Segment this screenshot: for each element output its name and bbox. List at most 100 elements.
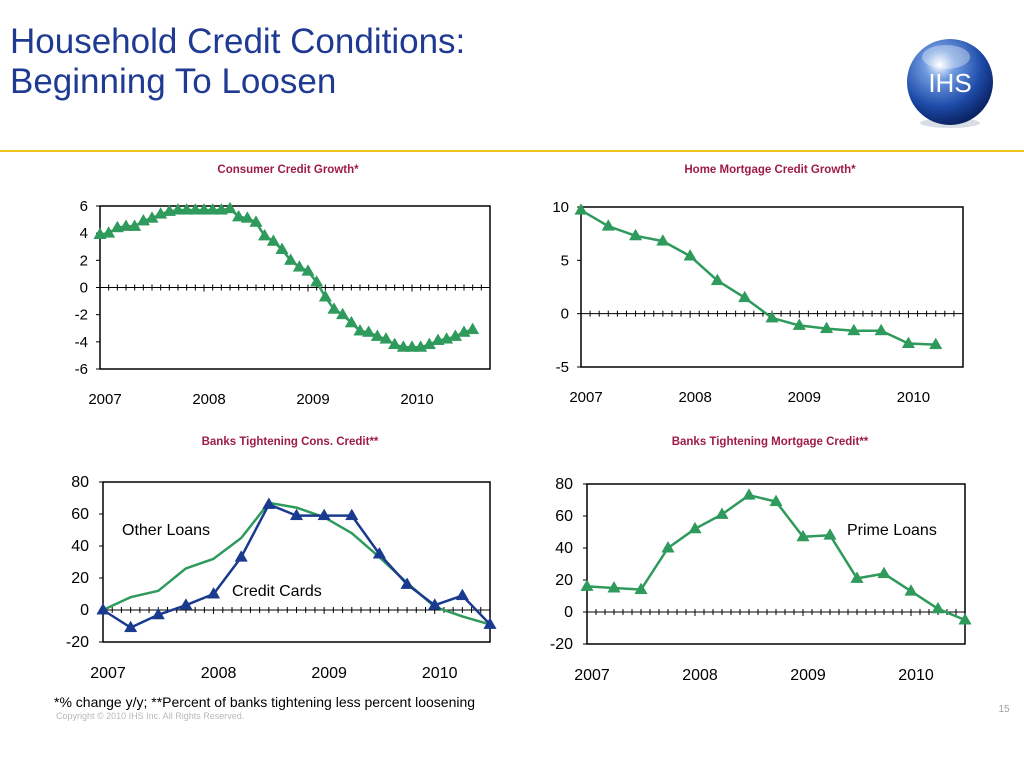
data-point [742, 488, 756, 500]
data-point [929, 337, 943, 350]
chart-title-banks-cons-credit: Banks Tightening Cons. Credit** [201, 436, 379, 448]
slide-title: Household Credit Conditions: Beginning T… [10, 22, 465, 102]
data-point [580, 579, 594, 591]
x-tick-label: 2009 [790, 667, 826, 684]
data-point [710, 273, 725, 286]
data-point [370, 329, 384, 341]
data-point [574, 203, 588, 215]
y-tick-label: 60 [71, 506, 89, 523]
data-point [362, 325, 376, 337]
data-point [823, 528, 837, 540]
x-tick-label: 2010 [898, 667, 934, 684]
data-point [206, 586, 221, 599]
y-tick-label: 60 [555, 508, 573, 525]
data-point [601, 219, 615, 231]
data-point [396, 340, 410, 352]
data-point [372, 546, 387, 559]
data-point [171, 203, 185, 215]
data-point [628, 228, 643, 241]
data-point [336, 307, 350, 320]
data-point [119, 219, 133, 231]
data-point [327, 302, 341, 314]
y-tick-label: 4 [80, 225, 88, 242]
data-point [249, 215, 263, 227]
data-point [234, 550, 248, 562]
data-point [289, 508, 304, 521]
data-point [738, 290, 752, 303]
data-point [96, 602, 110, 615]
x-tick-label: 2008 [201, 665, 237, 682]
y-tick-label: -20 [550, 636, 573, 653]
ihs-logo: IHS [907, 39, 993, 128]
data-point [769, 494, 783, 507]
data-point [344, 315, 358, 328]
x-tick-label: 2007 [569, 389, 602, 406]
data-point [188, 203, 202, 215]
plot-frame [586, 483, 966, 645]
series-annotation: Prime Loans [847, 522, 937, 539]
chart-title-home-mortgage: Home Mortgage Credit Growth* [684, 164, 856, 176]
slide-title-line-1: Household Credit Conditions: [10, 22, 466, 61]
series-annotation: Credit Cards [232, 583, 322, 600]
data-point [634, 582, 648, 595]
x-tick-label: 2007 [574, 667, 610, 684]
data-point [266, 234, 280, 246]
y-tick-label: 20 [71, 570, 89, 587]
data-point [180, 203, 194, 215]
y-tick-label: 2 [80, 252, 88, 269]
data-point [931, 601, 945, 614]
data-point [353, 323, 367, 336]
x-tick-label: 2008 [192, 391, 225, 408]
y-tick-label: 0 [561, 306, 569, 323]
data-point [197, 203, 211, 215]
data-point [405, 340, 419, 352]
y-tick-label: 0 [80, 280, 88, 297]
data-point [301, 264, 315, 276]
series-line-1 [580, 209, 936, 346]
y-tick-label: 0 [564, 604, 573, 621]
logo-text: IHS [928, 68, 971, 98]
data-point [904, 584, 918, 596]
data-point [345, 508, 359, 521]
y-tick-label: 40 [555, 540, 573, 557]
data-point [874, 323, 888, 336]
x-tick-label: 2010 [400, 391, 433, 408]
header-divider [0, 150, 1024, 152]
data-point [379, 332, 393, 344]
y-tick-label: 40 [71, 538, 89, 555]
data-point [318, 290, 332, 302]
data-point [284, 253, 298, 265]
data-point [223, 201, 237, 214]
y-tick-label: -4 [75, 334, 88, 351]
data-point [819, 321, 834, 334]
series-annotation: Other Loans [122, 522, 210, 539]
chart-title-consumer-credit: Consumer Credit Growth* [217, 164, 359, 176]
y-tick-label: 80 [71, 474, 89, 491]
y-tick-label: -6 [75, 361, 88, 378]
data-point [656, 234, 670, 246]
data-point [661, 540, 675, 553]
data-point [262, 497, 276, 509]
y-tick-label: 80 [555, 476, 573, 493]
data-point [292, 260, 306, 272]
y-tick-label: -5 [556, 359, 569, 376]
data-point [232, 209, 246, 222]
data-point [317, 508, 331, 521]
data-point [400, 577, 414, 589]
chart-title-banks-mortgage: Banks Tightening Mortgage Credit** [671, 436, 869, 448]
x-tick-label: 2008 [678, 389, 711, 406]
data-point [179, 598, 193, 610]
y-tick-label: 0 [80, 602, 89, 619]
data-point [483, 617, 497, 629]
data-point [688, 521, 702, 534]
x-tick-label: 2010 [422, 665, 458, 682]
page-number: 15 [998, 704, 1010, 715]
data-point [715, 507, 729, 519]
data-point [206, 203, 220, 215]
x-tick-label: 2009 [311, 665, 347, 682]
data-point [124, 620, 138, 633]
